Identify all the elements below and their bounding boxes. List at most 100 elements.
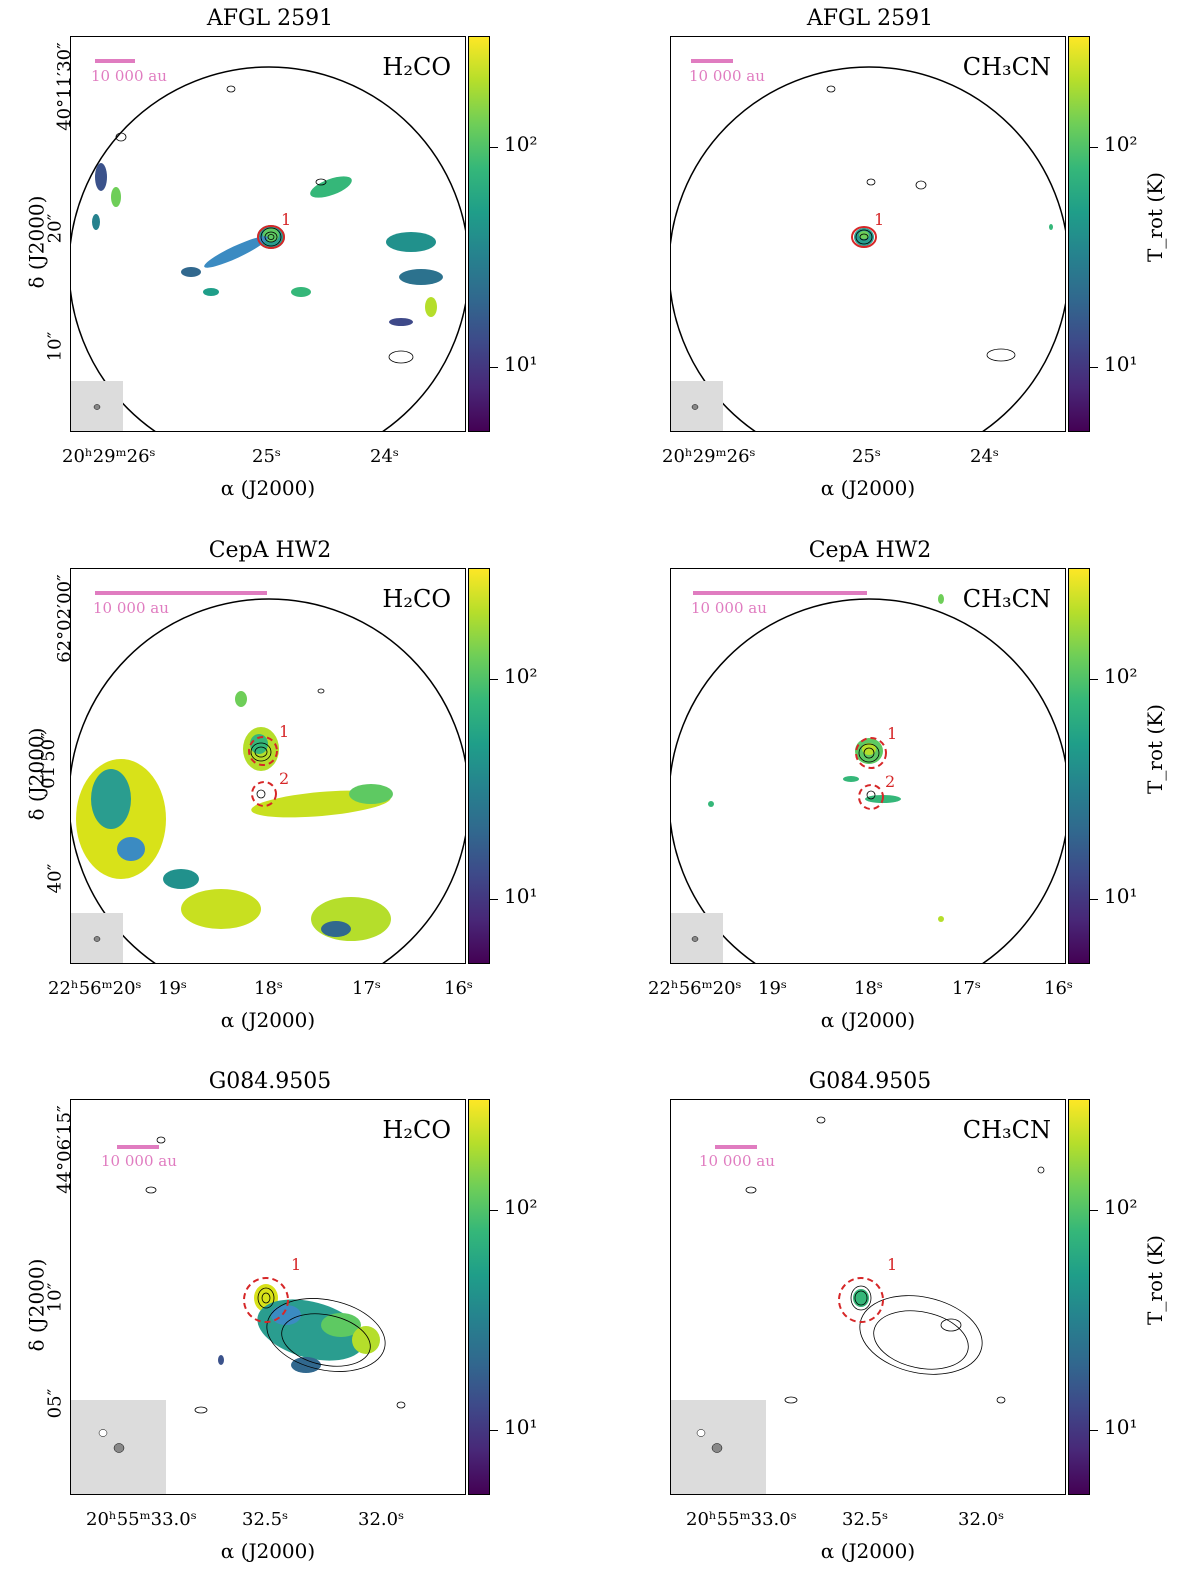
x-axis-label: α (J2000) [820, 1008, 916, 1032]
map-svg: 1 2 [671, 591, 1065, 963]
colorbar [468, 1099, 490, 1495]
map-area: 1 CH₃CN 10 000 au [670, 36, 1066, 432]
x-tick-label: 19ˢ [158, 978, 187, 999]
colorbar-title: T_rot (K) [1143, 172, 1167, 262]
colorbar-tick-label: 10² [1104, 1195, 1138, 1219]
x-tick-label: 25ˢ [852, 446, 881, 467]
source-label-1: 1 [291, 1255, 301, 1274]
source-label-1: 1 [281, 210, 291, 229]
source-label-1: 1 [874, 210, 884, 229]
panel-title: G084.9505 [808, 1069, 932, 1094]
colorbar-title: T_rot (K) [1143, 1235, 1167, 1325]
colorbar [1068, 36, 1090, 432]
x-tick-label: 20ʰ29ᵐ26ˢ [662, 446, 756, 467]
x-tick-label: 17ˢ [952, 978, 981, 999]
map-svg: 1 [71, 59, 465, 431]
colorbar-tick-label: 10² [504, 664, 538, 688]
colorbar [1068, 568, 1090, 964]
scale-bar-label: 10 000 au [93, 599, 169, 617]
x-tick-label: 25ˢ [252, 446, 281, 467]
source-marker-1 [855, 737, 887, 769]
species-label: H₂CO [382, 585, 451, 613]
colorbar-tick-label: 10¹ [1104, 884, 1138, 908]
source-label-2: 2 [279, 769, 289, 788]
panel-title: CepA HW2 [808, 538, 932, 563]
x-tick-label: 17ˢ [352, 978, 381, 999]
colorbar [1068, 1099, 1090, 1495]
beam-ellipse [691, 404, 699, 410]
x-axis-label: α (J2000) [220, 1539, 316, 1563]
x-tick-label: 20ʰ29ᵐ26ˢ [62, 446, 156, 467]
primary-beam-circle [71, 598, 465, 963]
y-tick-label: 62°02′00″ [53, 574, 75, 663]
source-marker-1 [248, 736, 278, 766]
colorbar-tick-label: 10¹ [1104, 1415, 1138, 1439]
x-tick-label: 32.5ˢ [242, 1509, 289, 1530]
temperature-emission [708, 594, 944, 922]
panel-cepa-h2co: CepA HW2 [0, 532, 600, 1062]
source-marker-1 [243, 1277, 289, 1323]
colorbar-title: T_rot (K) [1143, 704, 1167, 794]
colorbar-tick-label: 10¹ [1104, 352, 1138, 376]
beam-ellipse [711, 1443, 723, 1453]
source-marker-2 [858, 784, 884, 810]
map-svg: 1 [671, 1116, 1045, 1494]
x-axis-label: α (J2000) [820, 476, 916, 500]
x-tick-label: 18ˢ [854, 978, 883, 999]
temperature-emission [218, 1284, 380, 1373]
map-svg: 1 2 [71, 591, 465, 963]
source-marker-1 [257, 225, 285, 249]
contours [115, 85, 414, 364]
contours [97, 1136, 406, 1444]
primary-beam-circle [71, 66, 465, 431]
beam-ellipse [98, 1429, 108, 1437]
beam-ellipse [113, 1443, 125, 1453]
species-label: CH₃CN [962, 1116, 1051, 1144]
source-marker-2 [251, 781, 277, 807]
x-tick-label: 20ʰ55ᵐ33.0ˢ [686, 1509, 797, 1530]
scale-bar-label: 10 000 au [101, 1152, 177, 1170]
panel-title: AFGL 2591 [806, 6, 934, 31]
colorbar-tick-label: 10² [504, 1195, 538, 1219]
panel-afgl2591-h2co: AFGL 2591 [0, 0, 600, 530]
x-tick-label: 24ˢ [370, 446, 399, 467]
x-tick-label: 22ʰ56ᵐ20ˢ [648, 978, 742, 999]
colorbar [468, 36, 490, 432]
temperature-emission [76, 691, 393, 941]
beam-ellipse [93, 404, 101, 410]
x-tick-label: 32.0ˢ [958, 1509, 1005, 1530]
scale-bar-label: 10 000 au [699, 1152, 775, 1170]
colorbar-tick-label: 10² [1104, 664, 1138, 688]
map-area: 1 CH₃CN 10 000 au [670, 1099, 1066, 1495]
panel-title: G084.9505 [208, 1069, 332, 1094]
map-svg: 1 [71, 1136, 406, 1494]
x-axis-label: α (J2000) [220, 476, 316, 500]
primary-beam-circle [671, 598, 1065, 963]
colorbar-tick-label: 10¹ [504, 352, 538, 376]
panel-afgl2591-ch3cn: AFGL 2591 1 CH₃CN 10 000 au [600, 0, 1200, 530]
x-tick-label: 16ˢ [1044, 978, 1073, 999]
x-tick-label: 19ˢ [758, 978, 787, 999]
map-area: 1 2 H₂CO 10 000 au [70, 568, 466, 964]
source-marker-1 [838, 1277, 884, 1323]
colorbar-tick-label: 10¹ [504, 884, 538, 908]
panel-g084-ch3cn: G084.9505 1 CH₃ [600, 1063, 1200, 1593]
x-tick-label: 32.5ˢ [842, 1509, 889, 1530]
source-label-1: 1 [887, 1255, 897, 1274]
y-tick-label: 40″ [44, 863, 66, 894]
y-tick-label: 44°06′15″ [53, 1105, 75, 1194]
x-tick-label: 24ˢ [970, 446, 999, 467]
x-tick-label: 16ˢ [444, 978, 473, 999]
source-marker-1 [851, 226, 877, 248]
species-label: H₂CO [382, 53, 451, 81]
colorbar-tick-label: 10² [1104, 132, 1138, 156]
x-tick-label: 22ʰ56ᵐ20ˢ [48, 978, 142, 999]
y-tick-label: 10″ [44, 331, 66, 362]
temperature-emission [92, 163, 443, 326]
species-label: CH₃CN [962, 585, 1051, 613]
y-tick-label: 40°11′30″ [53, 42, 75, 131]
x-tick-label: 32.0ˢ [358, 1509, 405, 1530]
contours [826, 85, 1016, 362]
source-label-1: 1 [279, 722, 289, 741]
x-tick-label: 20ʰ55ᵐ33.0ˢ [86, 1509, 197, 1530]
